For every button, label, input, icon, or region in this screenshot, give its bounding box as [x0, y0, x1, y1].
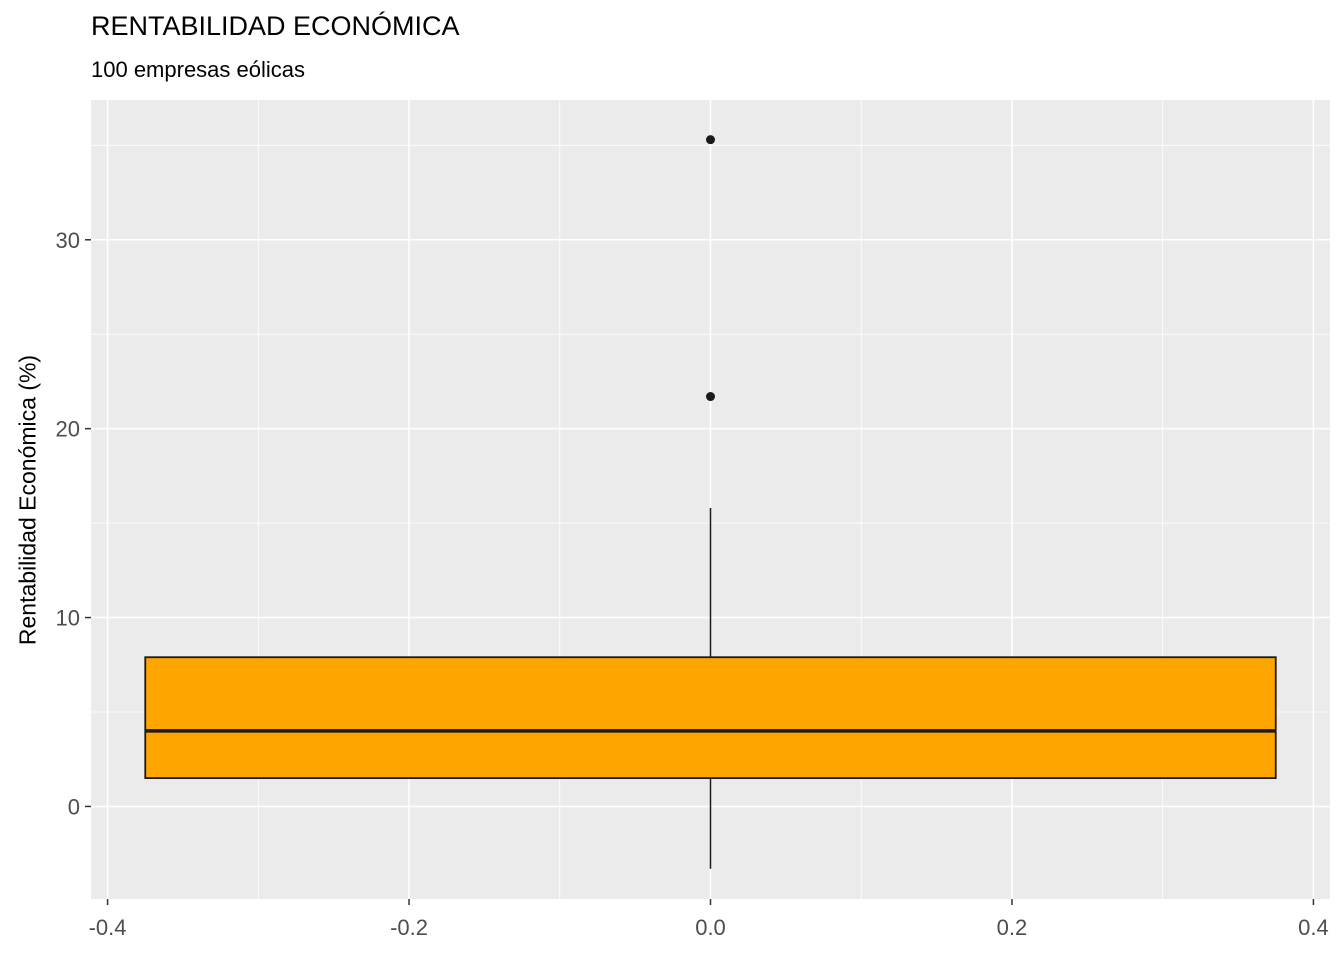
x-tick-label: 0.2 [997, 915, 1028, 940]
x-tick-label: -0.4 [89, 915, 127, 940]
x-tick-label: 0.4 [1298, 915, 1329, 940]
y-tick-label: 20 [56, 417, 80, 442]
y-tick-label: 0 [68, 794, 80, 819]
x-tick-label: 0.0 [695, 915, 726, 940]
x-tick-label: -0.2 [390, 915, 428, 940]
chart-title: RENTABILIDAD ECONÓMICA [91, 11, 460, 41]
outlier-point [706, 135, 715, 145]
iqr-box [144, 656, 1277, 780]
outlier-point [706, 392, 715, 402]
y-tick-label: 10 [56, 606, 80, 631]
chart-subtitle: 100 empresas eólicas [91, 57, 306, 82]
y-tick-label: 30 [56, 228, 80, 253]
